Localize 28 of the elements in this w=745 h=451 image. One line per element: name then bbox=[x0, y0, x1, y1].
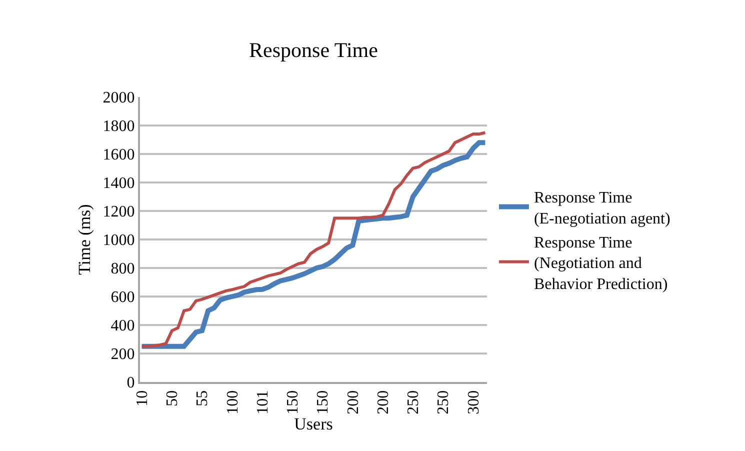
x-tick-label: 10 bbox=[134, 390, 152, 406]
x-tick-label: 200 bbox=[374, 390, 392, 414]
x-tick-label: 55 bbox=[194, 390, 212, 406]
x-tick-label: 50 bbox=[164, 390, 182, 406]
y-tick-label: 1600 bbox=[102, 146, 135, 164]
y-tick-label: 2000 bbox=[102, 90, 135, 107]
y-tick-label: 1200 bbox=[102, 204, 135, 221]
x-tick-label: 101 bbox=[254, 390, 272, 414]
legend-label: Response Time (E-negotiation agent) bbox=[534, 190, 670, 228]
chart-title: Response Time bbox=[249, 38, 378, 62]
x-tick-label: 250 bbox=[435, 390, 452, 414]
x-axis-title: Users bbox=[294, 414, 333, 434]
legend-label: Response Time (Negotiation and Behavior Prediction) bbox=[534, 234, 668, 293]
y-tick-label: 1000 bbox=[102, 232, 135, 250]
x-tick-label: 250 bbox=[405, 390, 422, 414]
y-axis-title: Time (ms) bbox=[74, 204, 94, 275]
y-tick-label: 800 bbox=[110, 260, 135, 278]
y-tick-label: 200 bbox=[110, 346, 135, 364]
y-tick-label: 1400 bbox=[102, 175, 135, 192]
y-tick-label: 600 bbox=[110, 289, 135, 306]
x-tick-label: 200 bbox=[344, 390, 362, 414]
x-tick-label: 150 bbox=[284, 390, 302, 414]
y-tick-label: 1800 bbox=[102, 118, 135, 136]
y-tick-label: 400 bbox=[110, 318, 135, 335]
y-tick-label: 0 bbox=[126, 374, 135, 392]
x-tick-label: 150 bbox=[314, 390, 332, 414]
x-tick-label: 100 bbox=[224, 390, 242, 414]
x-tick-label: 300 bbox=[465, 390, 482, 414]
